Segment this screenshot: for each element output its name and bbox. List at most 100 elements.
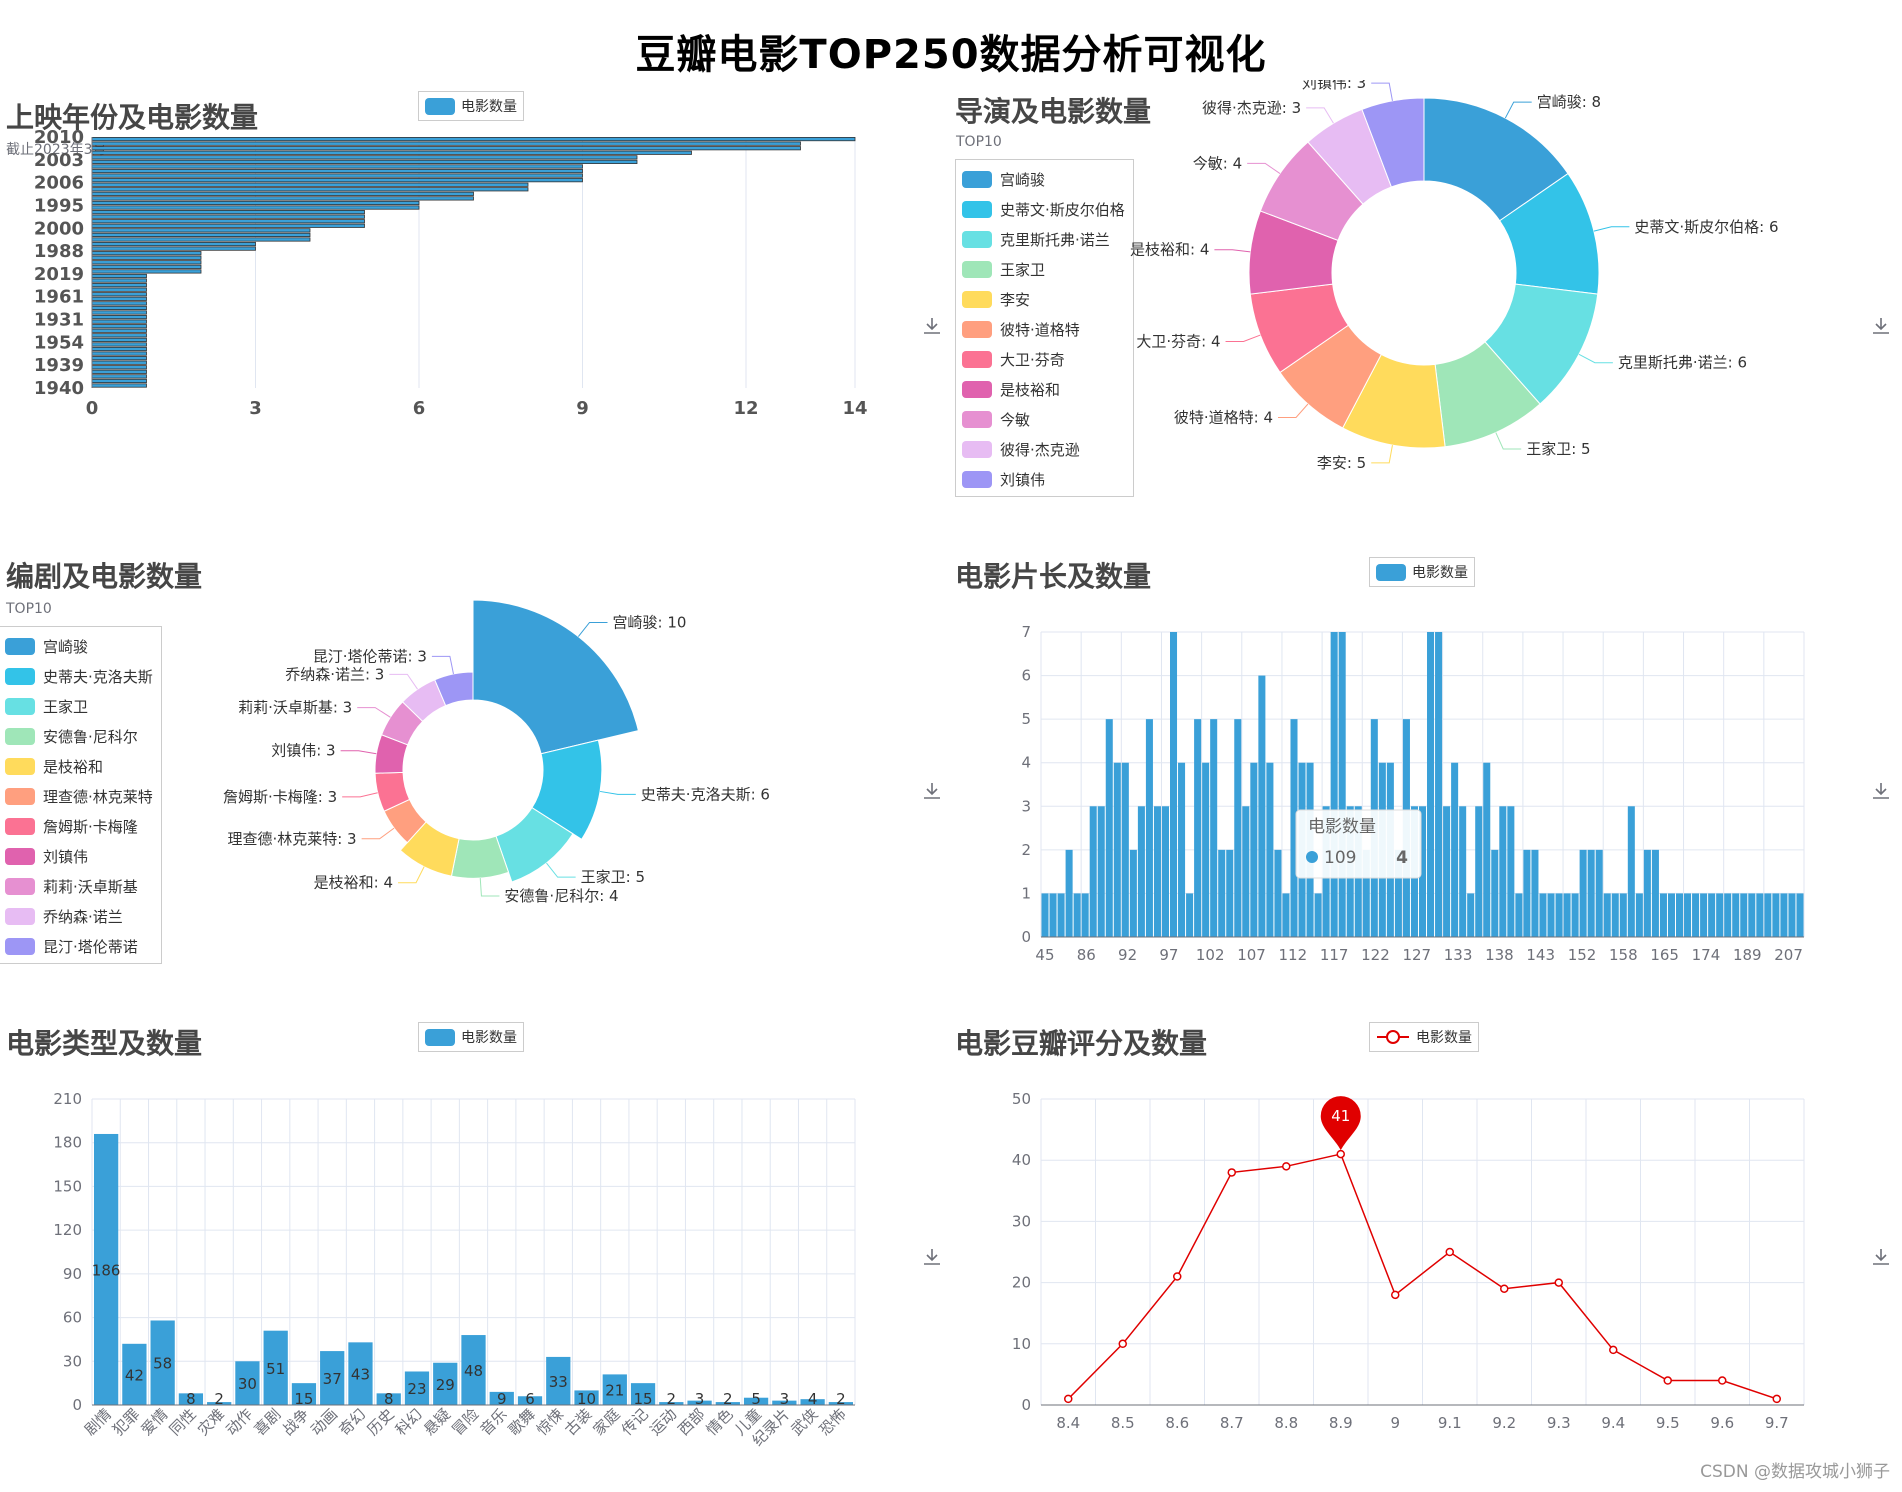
label-leader	[1214, 249, 1251, 253]
bar	[828, 1402, 853, 1405]
bar	[91, 246, 256, 251]
bar	[1515, 893, 1523, 937]
legend-item[interactable]: 刘镇伟	[962, 464, 1125, 494]
legend-item[interactable]: 彼得·杰克逊	[962, 434, 1125, 464]
bar	[1153, 806, 1161, 937]
legend-item[interactable]: 今敏	[962, 404, 1125, 434]
bar	[1579, 849, 1587, 937]
label-leader	[1578, 353, 1613, 364]
year-chart-legend[interactable]: 电影数量	[418, 91, 524, 121]
download-icon[interactable]	[1870, 315, 1892, 337]
bar	[404, 1371, 430, 1405]
bar	[178, 1393, 204, 1405]
year-chart-title: 上映年份及电影数量	[6, 101, 259, 134]
bar	[1089, 806, 1097, 937]
bar	[91, 369, 147, 374]
download-icon[interactable]	[921, 1246, 943, 1268]
y-tick-label: 6	[1021, 667, 1031, 685]
y-tick-label: 50	[1012, 1090, 1031, 1108]
legend-label: 史蒂文·斯皮尔伯格	[1000, 200, 1125, 219]
bar	[1210, 719, 1218, 937]
label-leader	[342, 792, 378, 798]
bar	[1234, 719, 1242, 937]
y-tick-label: 1988	[34, 241, 84, 262]
y-tick-label: 2019	[34, 264, 84, 285]
x-tick-label: 102	[1196, 946, 1225, 964]
bar	[1274, 849, 1282, 937]
legend-label: 是枝裕和	[1000, 380, 1061, 399]
legend-item[interactable]: 史蒂文·斯皮尔伯格	[962, 194, 1125, 224]
legend-swatch	[5, 787, 35, 805]
download-icon[interactable]	[921, 315, 943, 337]
genre-chart-legend[interactable]: 电影数量	[418, 1022, 524, 1052]
legend-item[interactable]: 史蒂夫·克洛夫斯	[5, 661, 153, 691]
bar	[1121, 762, 1129, 937]
bar	[1435, 632, 1443, 937]
download-icon[interactable]	[921, 780, 943, 802]
legend-label: 刘镇伟	[43, 847, 89, 866]
legend-item[interactable]: 宫崎骏	[5, 631, 153, 661]
bar	[91, 191, 474, 196]
legend-label: 今敏	[1000, 410, 1031, 429]
legend-item[interactable]: 彼特·道格特	[962, 314, 1125, 344]
legend-swatch	[962, 350, 992, 368]
x-tick-label: 喜剧	[251, 1405, 285, 1439]
bar	[91, 200, 420, 206]
legend-item[interactable]: 是枝裕和	[5, 751, 153, 781]
y-tick-label: 4	[1021, 754, 1031, 772]
legend-item[interactable]: 刘镇伟	[5, 841, 153, 871]
download-icon[interactable]	[1870, 780, 1892, 802]
legend-swatch	[5, 937, 35, 955]
x-tick-label: 117	[1320, 946, 1349, 964]
bar-value-label: 10	[577, 1390, 596, 1408]
y-tick-label: 2006	[34, 173, 84, 194]
bar	[235, 1361, 260, 1405]
download-icon[interactable]	[1870, 1246, 1892, 1268]
data-point	[1718, 1376, 1727, 1385]
slice-label: 宫崎骏: 10	[613, 613, 687, 631]
legend-item[interactable]: 莉莉·沃卓斯基	[5, 871, 153, 901]
legend-label: 彼特·道格特	[1000, 320, 1080, 339]
bar	[91, 214, 365, 219]
legend-label: 詹姆斯·卡梅隆	[43, 817, 138, 836]
legend-label: 电影数量	[461, 1030, 517, 1046]
legend-item[interactable]: 詹姆斯·卡梅隆	[5, 811, 153, 841]
bar	[1555, 893, 1563, 937]
bar	[1073, 893, 1081, 937]
legend-item[interactable]: 李安	[962, 284, 1125, 314]
x-tick-label: 8.5	[1111, 1414, 1135, 1432]
slice-label: 莉莉·沃卓斯基: 3	[238, 699, 352, 717]
legend-item[interactable]: 安德鲁·尼科尔	[5, 721, 153, 751]
legend-item[interactable]: 王家卫	[5, 691, 153, 721]
x-tick-label: 古装	[561, 1405, 595, 1439]
legend-swatch	[5, 907, 35, 925]
y-tick-label: 1	[1021, 884, 1031, 902]
legend-item[interactable]: 大卫·芬奇	[962, 344, 1125, 374]
x-tick-label: 3	[249, 398, 262, 419]
bar	[1290, 719, 1298, 937]
legend-swatch	[962, 170, 992, 188]
year-bar-chart: 0 3 6 9 12 14 20102003200619952000198820191961…	[34, 127, 868, 419]
writer-chart-legend[interactable]: 宫崎骏 史蒂夫·克洛夫斯 王家卫 安德鲁·尼科尔 是枝裕和 理查德·林克莱特詹姆斯·卡梅隆…	[0, 626, 162, 964]
bar	[122, 1343, 147, 1405]
data-point	[1173, 1272, 1182, 1281]
bar-value-label: 8	[384, 1390, 394, 1408]
rating-chart-legend[interactable]: 电影数量	[1369, 1022, 1479, 1052]
bar	[1459, 806, 1467, 937]
legend-item[interactable]: 王家卫	[962, 254, 1125, 284]
legend-item[interactable]: 是枝裕和	[962, 374, 1125, 404]
bar	[91, 337, 147, 342]
x-tick-label: 动画	[307, 1405, 341, 1439]
legend-item[interactable]: 昆汀·塔伦蒂诺	[5, 931, 153, 961]
bar	[1700, 893, 1708, 937]
legend-item[interactable]: 理查德·林克莱特	[5, 781, 153, 811]
tooltip-title: 电影数量	[1308, 817, 1376, 837]
legend-item[interactable]: 宫崎骏	[962, 164, 1125, 194]
legend-item[interactable]: 克里斯托弗·诺兰	[962, 224, 1125, 254]
bar	[1137, 806, 1145, 937]
length-chart-legend[interactable]: 电影数量	[1369, 557, 1475, 587]
x-tick-label: 133	[1444, 946, 1473, 964]
bar-value-label: 43	[351, 1366, 370, 1384]
legend-item[interactable]: 乔纳森·诺兰	[5, 901, 153, 931]
director-chart-legend[interactable]: 宫崎骏史蒂文·斯皮尔伯格克里斯托弗·诺兰 王家卫 李安彼特·道格特大卫·芬奇是枝裕和…	[955, 159, 1134, 497]
